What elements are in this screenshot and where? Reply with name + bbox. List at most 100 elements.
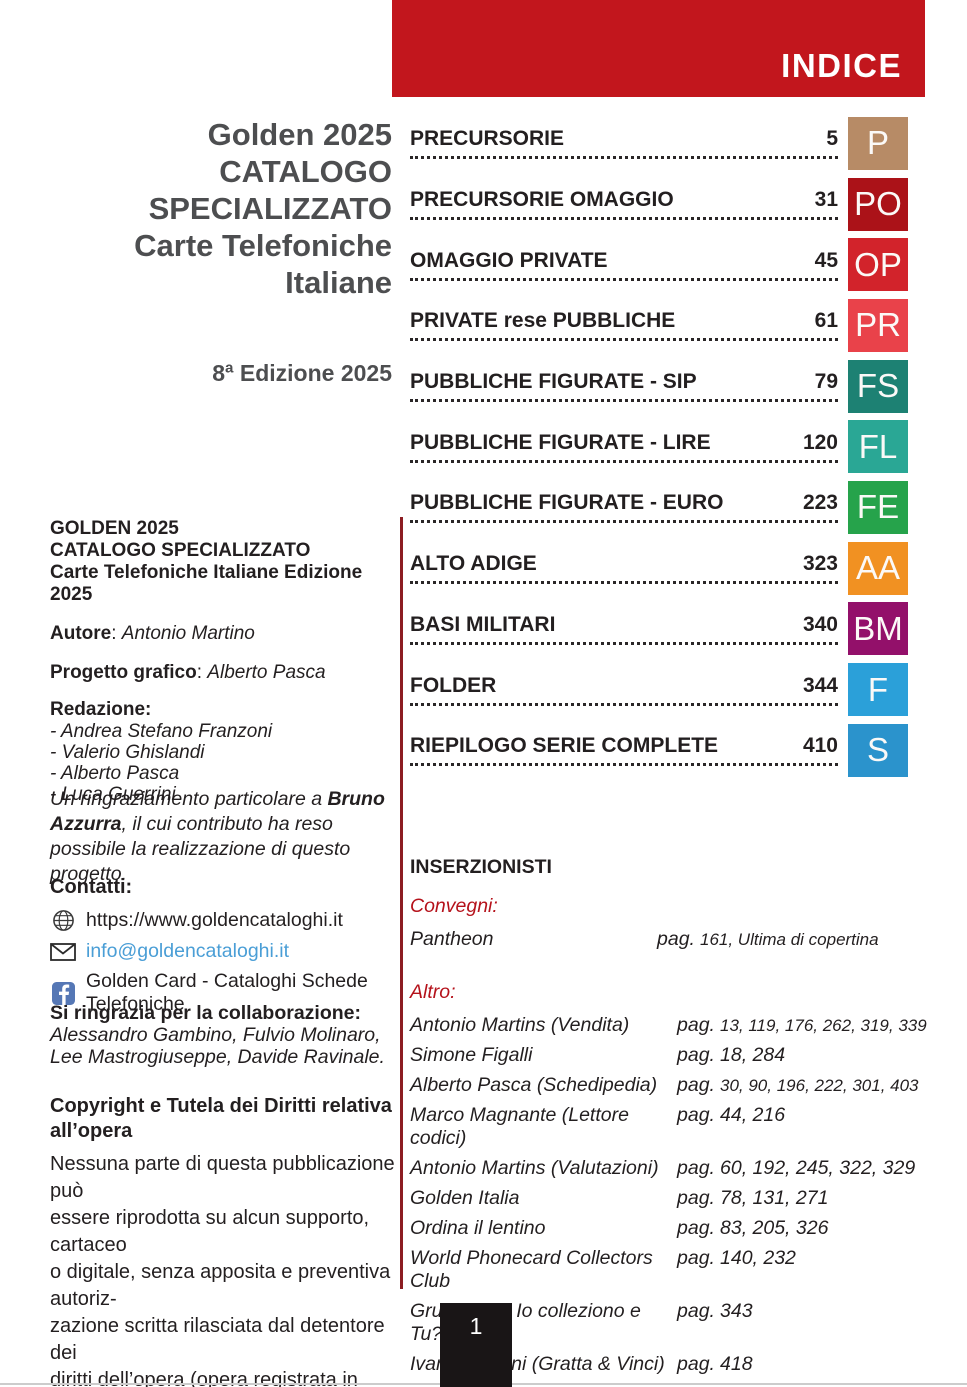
advertiser-name: Antonio Martins (Vendita) (410, 1014, 630, 1036)
advertiser-pag-label: pag. (677, 1104, 715, 1126)
advertiser-row: Antonio Martins (Vendita) pag. 13, 119, … (410, 1014, 930, 1037)
section-badge-f: F (848, 663, 908, 717)
toc-entry-line: PUBBLICHE FIGURATE - EURO 223 (410, 491, 838, 524)
credits-heading-line: CATALOGO SPECIALIZZATO (50, 540, 311, 561)
advertiser-row: Golden Italia pag. 78, 131, 271 (410, 1187, 930, 1210)
toc-entry[interactable]: PUBBLICHE FIGURATE - LIRE 120 FL (410, 416, 908, 477)
section-badge-pr: PR (848, 298, 908, 352)
toc-entry-label: PRECURSORIE (410, 127, 565, 151)
toc-entry-page: 223 (802, 491, 838, 515)
email-row[interactable]: info@goldencataloghi.it (50, 939, 402, 964)
website-row[interactable]: https://www.goldencataloghi.it (50, 908, 402, 933)
toc-entry[interactable]: PRIVATE rese PUBBLICHE 61 PR (410, 295, 908, 356)
toc-entry-page: 120 (802, 430, 838, 454)
toc-entry-label: OMAGGIO PRIVATE (410, 248, 608, 272)
toc-entry-label: PUBBLICHE FIGURATE - EURO (410, 491, 724, 515)
indice-banner: INDICE (392, 0, 925, 97)
toc-entry-page: 340 (802, 612, 838, 636)
toc-entry[interactable]: FOLDER 344 F (410, 659, 908, 720)
advertiser-pages: 140, 232 (720, 1247, 796, 1269)
toc-entry-label: RIEPILOGO SERIE COMPLETE (410, 734, 719, 758)
advertiser-pag-label: pag. (677, 1074, 715, 1096)
advertiser-pages: 18, 284 (720, 1044, 786, 1066)
table-of-contents: PRECURSORIE 5 P PRECURSORIE OMAGGIO 31 P… (410, 113, 908, 781)
advertiser-pag-label: pag. (677, 1217, 715, 1239)
advertiser-pag-label: pag. (677, 1014, 715, 1036)
toc-entry-line: PUBBLICHE FIGURATE - LIRE 120 (410, 431, 838, 463)
editorial-staff-member: - Andrea Stefano Franzoni (50, 721, 273, 742)
advertiser-row: Antonio Martins (Valutazioni) pag. 60, 1… (410, 1157, 930, 1180)
toc-entry[interactable]: PRECURSORIE 5 P (410, 113, 908, 174)
copyright-body-line: o digitale, senza apposita e preventiva … (50, 1261, 391, 1310)
advertiser-name: Marco Magnante (Lettore codici) (410, 1104, 629, 1149)
toc-entry-page: 323 (802, 552, 838, 576)
toc-entry[interactable]: PUBBLICHE FIGURATE - SIP 79 FS (410, 356, 908, 417)
toc-entry-line: RIEPILOGO SERIE COMPLETE 410 (410, 734, 838, 767)
column-divider-rule (400, 517, 403, 1289)
credits-heading-line: GOLDEN 2025 (50, 518, 179, 539)
section-badge-fs: FS (848, 359, 908, 413)
toc-entry[interactable]: PRECURSORIE OMAGGIO 31 PO (410, 174, 908, 235)
separator: : (111, 623, 122, 644)
advertiser-name: Antonio Martins (Valutazioni) (410, 1157, 659, 1179)
toc-entry-label: BASI MILITARI (410, 612, 556, 636)
copyright-body-line: diritti dell’opera (opera registrata in … (50, 1369, 358, 1387)
contacts-label: Contatti: (50, 876, 133, 898)
toc-entry-label: PUBBLICHE FIGURATE - LIRE (410, 430, 711, 454)
editorial-staff-member: - Valerio Ghislandi (50, 742, 205, 763)
advertiser-row: Pantheon pag. 161, Ultima di copertina (410, 928, 930, 951)
section-badge-fe: FE (848, 480, 908, 534)
collaboration-label: Si ringrazia per la collaborazione: (50, 1002, 362, 1024)
advertiser-pag-label: pag. (677, 1157, 715, 1179)
advertiser-name: Ordina il lentino (410, 1217, 546, 1239)
toc-entry-label: ALTO ADIGE (410, 552, 537, 576)
facebook-row[interactable]: Golden Card - Cataloghi Schede Telefonic… (50, 970, 402, 1016)
toc-entry[interactable]: ALTO ADIGE 323 AA (410, 538, 908, 599)
advertiser-name: Pantheon (410, 928, 494, 950)
editorial-staff-list: - Andrea Stefano Franzoni - Valerio Ghis… (50, 721, 402, 805)
toc-entry[interactable]: PUBBLICHE FIGURATE - EURO 223 FE (410, 477, 908, 538)
copyright-block: Copyright e Tutela dei Diritti relativa … (50, 1094, 410, 1387)
advertiser-pag-label: pag. (677, 1300, 715, 1322)
collaboration-names-line: Alessandro Gambino, Fulvio Molinaro, (50, 1024, 381, 1046)
advertiser-row: Simone Figalli pag. 18, 284 (410, 1044, 930, 1067)
toc-entry-line: BASI MILITARI 340 (410, 613, 838, 645)
advertiser-pag-label: pag. (677, 1044, 715, 1066)
graphic-design-row: Progetto grafico: Alberto Pasca (50, 662, 402, 684)
convegni-section-label: Convegni: (410, 895, 498, 917)
graphic-design-name: Alberto Pasca (207, 662, 326, 683)
catalog-title-line: Golden 2025 (207, 117, 392, 152)
globe-icon (50, 909, 76, 932)
collaboration-names-line: Lee Mastrogiuseppe, Davide Ravinale. (50, 1046, 385, 1068)
email-link[interactable]: info@goldencataloghi.it (86, 940, 290, 962)
website-link[interactable]: https://www.goldencataloghi.it (86, 909, 343, 931)
advertiser-name: Simone Figalli (410, 1044, 533, 1066)
advertiser-pages: 343 (720, 1300, 753, 1322)
catalog-title: Golden 2025 CATALOGO SPECIALIZZATO Carte… (40, 116, 392, 301)
section-badge-fl: FL (848, 420, 908, 474)
advertiser-pages: 30, 90, 196, 222, 301, 403 (720, 1076, 919, 1095)
edition-label: 8ª Edizione 2025 (212, 360, 392, 386)
toc-entry-page: 61 (814, 309, 838, 333)
toc-entry-page: 79 (814, 370, 838, 394)
advertiser-pages: 44, 216 (720, 1104, 786, 1126)
catalog-title-line: Italiane (285, 265, 392, 300)
toc-entry[interactable]: OMAGGIO PRIVATE 45 OP (410, 234, 908, 295)
advertiser-pag-label: pag. (677, 1247, 715, 1269)
copyright-body-line: Nessuna parte di questa pubblicazione pu… (50, 1153, 395, 1202)
section-badge-po: PO (848, 177, 908, 231)
toc-entry-line: PUBBLICHE FIGURATE - SIP 79 (410, 370, 838, 403)
page-number-box: 1 (440, 1303, 512, 1387)
advertiser-pages: 13, 119, 176, 262, 319, 339 (720, 1016, 927, 1035)
credits-heading-line: Carte Telefoniche Italiane Edizione 2025 (50, 562, 363, 605)
toc-entry[interactable]: BASI MILITARI 340 BM (410, 599, 908, 660)
copyright-body-line: zazione scritta rilasciata dal detentore… (50, 1315, 385, 1364)
advertiser-name: Golden Italia (410, 1187, 520, 1209)
section-badge-aa: AA (848, 541, 908, 595)
author-label: Autore (50, 623, 112, 644)
toc-entry[interactable]: RIEPILOGO SERIE COMPLETE 410 S (410, 720, 908, 781)
acknowledgement-name: Bruno Azzurra (50, 788, 385, 835)
advertiser-pag-label: pag. (677, 1353, 715, 1375)
editorial-staff-block: Redazione: - Andrea Stefano Franzoni - V… (50, 699, 402, 805)
